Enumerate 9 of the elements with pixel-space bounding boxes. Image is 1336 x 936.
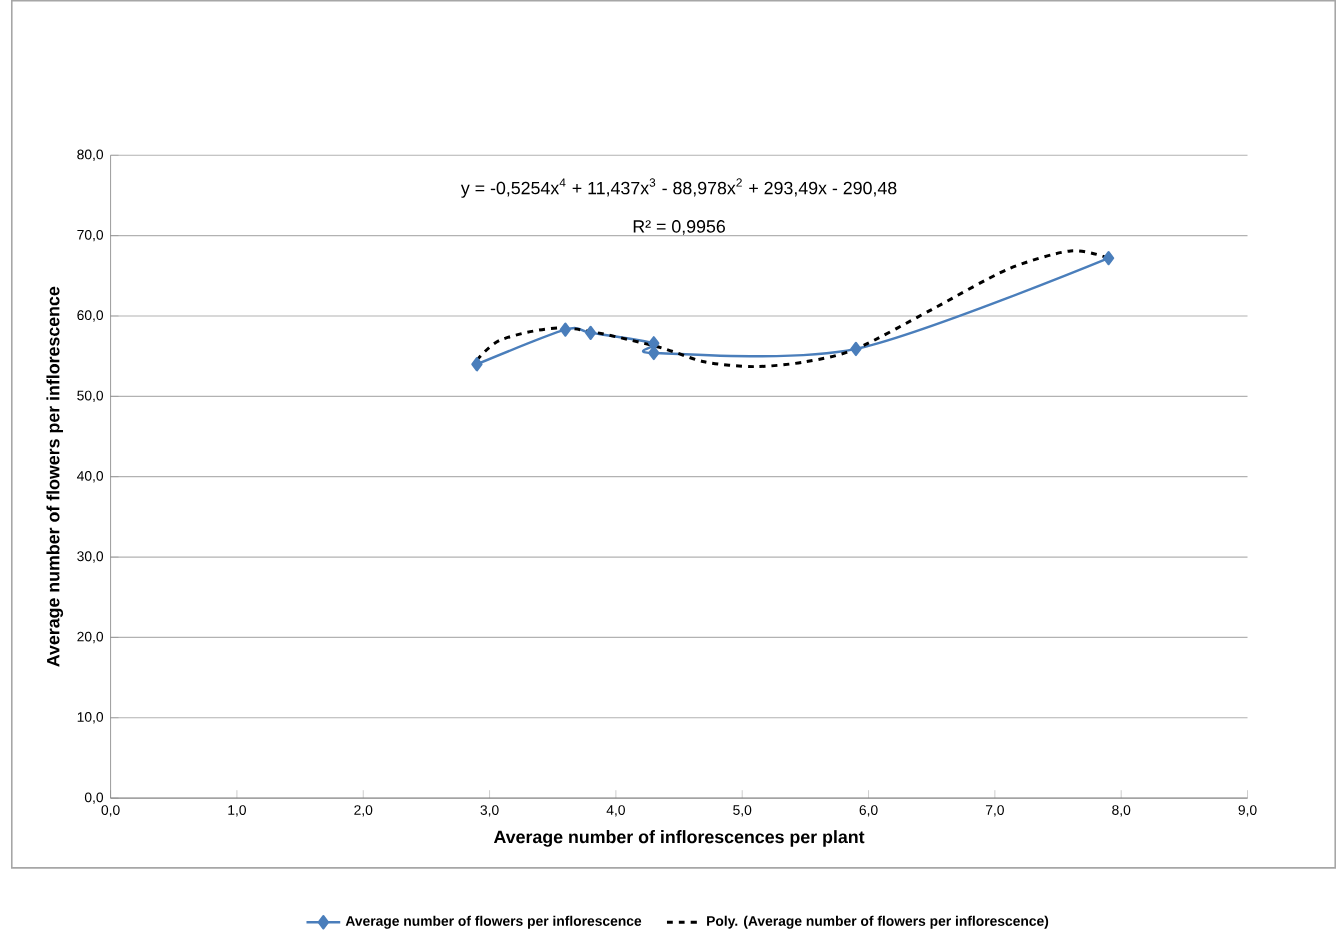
point [559, 322, 572, 337]
point [584, 325, 597, 340]
annotation: y = -0,5254x$^{4}$ + 11,437x$^{3}$ - 88,978x$^{2}$ + 293,49x - 290,48 [460, 178, 897, 198]
point [1102, 250, 1115, 265]
point [850, 341, 862, 356]
x-axis-title: Average number of inflorescences per plant [493, 829, 865, 847]
y-axis-title: Average number of flowers per inflorescence [46, 286, 64, 667]
point [471, 356, 483, 372]
annotation: R² = 0,9956 [633, 219, 725, 235]
